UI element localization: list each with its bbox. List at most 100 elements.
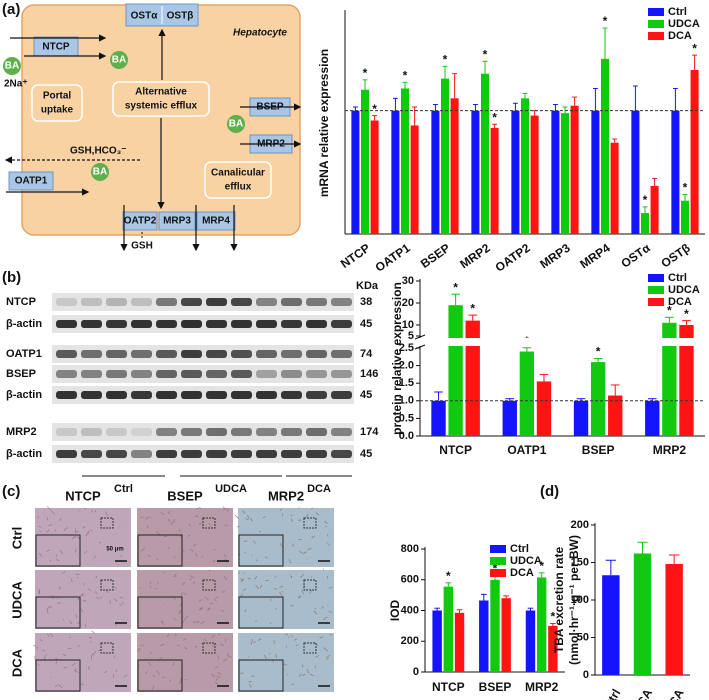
texture [138,587,141,590]
texture [315,655,319,658]
band [306,298,327,306]
texture [46,505,51,511]
process-label: Alternative [135,87,187,98]
texture [199,608,204,611]
blot-row-label: OATP1 [6,348,42,360]
inset-source [202,579,216,591]
texture [74,668,77,672]
x-tick-label: MRP3 [537,241,573,272]
significance: * [403,68,408,82]
texture [120,554,123,557]
texture [87,587,92,592]
texture [112,674,115,678]
texture [147,662,152,667]
texture [242,510,246,515]
band [206,320,227,328]
band [81,298,102,306]
texture [173,573,177,578]
break-mark [414,334,426,340]
inset [137,596,183,629]
texture [149,586,152,589]
band [131,391,152,399]
texture [54,529,57,532]
process-box [112,81,210,117]
ba-icon [110,51,128,69]
transporter-label: OSTβ [167,11,194,22]
scale-bar-label: 50 μm [106,547,123,553]
texture [61,571,66,574]
bar [440,78,450,234]
texture [240,672,244,675]
texture [81,594,85,597]
band [281,350,302,358]
inset-source [100,517,114,529]
texture [46,549,50,552]
bar [665,564,683,675]
process-box [31,84,83,122]
texture [198,599,203,603]
texture [42,649,46,652]
texture [98,541,102,544]
texture [306,668,310,674]
bar [536,577,547,672]
bar [690,69,699,234]
bar [511,110,520,234]
inset-source [303,517,317,529]
texture [214,666,219,669]
bar [645,400,660,436]
x-tick-label: BSEP [582,443,615,457]
significance: * [372,102,377,116]
legend-swatch [490,569,506,577]
group-label: DCA [307,483,331,495]
inset-source [202,642,216,654]
band [306,370,327,378]
texture [319,636,324,639]
band [81,320,102,328]
texture [240,578,245,583]
x-tick-label: Ctrl [601,687,623,700]
texture [176,644,180,647]
bar [573,400,589,436]
texture [92,651,97,656]
texture [279,585,284,588]
texture [198,606,203,611]
texture [221,591,225,593]
bar [548,625,558,672]
band [56,298,77,306]
texture [313,610,318,615]
texture [255,585,260,590]
texture [89,640,92,643]
texture [194,645,198,648]
band [56,320,77,328]
band [256,370,277,378]
band [331,391,352,399]
texture [145,671,148,675]
band [281,320,302,328]
band [131,298,152,306]
band [256,350,277,358]
significance: * [443,52,448,66]
x-tick-label: UDCA [626,686,656,700]
bar [450,98,459,234]
legend-swatch [648,286,664,294]
texture [49,605,53,609]
texture [173,555,176,559]
band [81,370,102,378]
texture [71,662,76,666]
texture [46,606,50,611]
band [256,428,277,436]
band [231,391,252,399]
texture [217,655,220,659]
texture [167,510,171,514]
texture [189,575,195,579]
blot-row-label: β-actin [6,389,42,401]
texture [212,559,216,563]
band [206,370,227,378]
texture [201,555,203,558]
legend-label: DCA [668,30,692,42]
bar [633,553,652,675]
transporter-label: MRP4 [202,216,230,227]
texture [58,517,62,522]
blot-kda: 74 [360,348,373,360]
